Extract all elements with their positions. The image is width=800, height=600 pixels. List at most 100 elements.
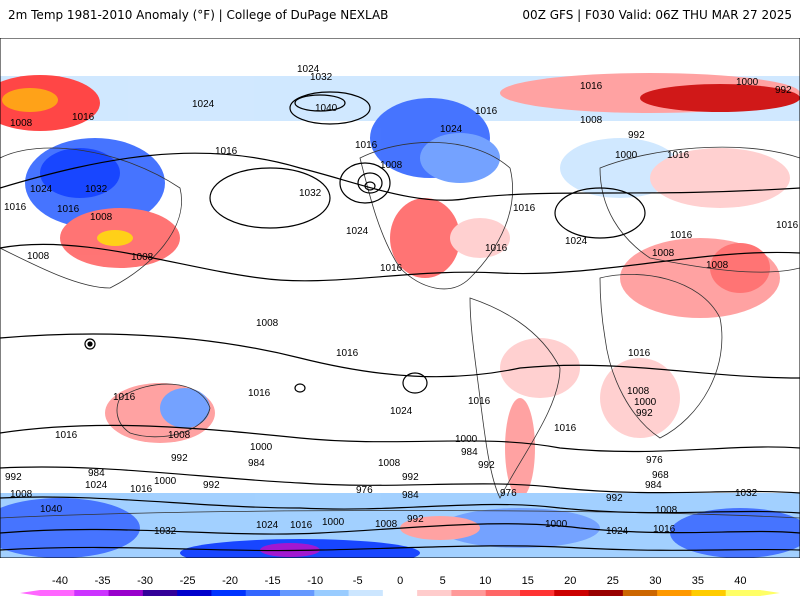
- isobar-label: 1008: [131, 252, 154, 263]
- legend-swatch: [142, 590, 178, 596]
- isobar-label: 1024: [390, 406, 413, 417]
- isobar-label: 1016: [475, 106, 498, 117]
- isobar-label: 992: [478, 460, 495, 471]
- isobar-label: 1032: [310, 72, 333, 83]
- anomaly-fill-layer: [0, 73, 800, 558]
- anomaly-map: 1024 1032 1040 1024 1016 1008 1016 1016 …: [0, 38, 800, 558]
- isobar-label: 992: [636, 408, 653, 419]
- isobar-label: 1016: [653, 524, 676, 535]
- legend-tick-label: 15: [522, 575, 534, 587]
- isobar-label: 992: [5, 472, 22, 483]
- isobar-label: 1016: [554, 423, 577, 434]
- isobar-label: 1016: [336, 348, 359, 359]
- legend-swatch: [485, 590, 521, 596]
- isobar-label: 1008: [27, 251, 50, 262]
- legend-swatch: [451, 590, 487, 596]
- legend-swatch: [382, 590, 418, 596]
- legend-tick-label: -30: [137, 575, 153, 587]
- model-run-title: 00Z GFS | F030 Valid: 06Z THU MAR 27 202…: [522, 8, 792, 22]
- isobar-label: 1000: [634, 397, 657, 408]
- legend-tick-label: -40: [52, 575, 68, 587]
- isobar-label: 1008: [168, 430, 191, 441]
- legend-swatch: [520, 590, 555, 596]
- legend-tick-label: 0: [397, 575, 403, 587]
- color-scale-legend: -40 -35 -30 -25 -20 -15 -10 -5 0 5 10 15 20 25 30 35 40: [0, 572, 800, 600]
- legend-tick-label: -10: [307, 575, 323, 587]
- legend-swatch: [74, 590, 110, 596]
- legend-swatch: [554, 590, 590, 596]
- isobar-label: 1008: [655, 505, 678, 516]
- legend-swatch: [245, 590, 281, 596]
- isobar-label: 1024: [256, 520, 279, 531]
- isobar-label: 1016: [670, 230, 693, 241]
- isobar-label: 968: [652, 470, 669, 481]
- isobar-label: 1016: [580, 81, 603, 92]
- isobar-label: 1016: [667, 150, 690, 161]
- isobar-label: 1040: [40, 504, 63, 515]
- isobar-label: 1016: [468, 396, 491, 407]
- isobar-label: 1016: [355, 140, 378, 151]
- isobar-label: 1016: [380, 263, 403, 274]
- legend-tick-label: -35: [95, 575, 111, 587]
- isobar-label: 1016: [628, 348, 651, 359]
- isobar-label: 984: [402, 490, 419, 501]
- isobar-label: 1024: [440, 124, 463, 135]
- isobar-label: 1032: [85, 184, 108, 195]
- legend-tick-label: 25: [607, 575, 619, 587]
- legend-tick-label: 20: [564, 575, 576, 587]
- isobar-label: 992: [628, 130, 645, 141]
- isobar-label: 976: [646, 455, 663, 466]
- isobar-label: 984: [248, 458, 265, 469]
- isobar-label: 984: [645, 480, 662, 491]
- isobar-label: 1000: [615, 150, 638, 161]
- legend-swatch: [177, 590, 212, 596]
- isobar-label: 1016: [57, 204, 80, 215]
- isobar-label: 1000: [736, 77, 759, 88]
- isobar-label: 1008: [375, 519, 398, 530]
- map-canvas: 1024 1032 1040 1024 1016 1008 1016 1016 …: [0, 38, 800, 558]
- isobar-label: 1024: [297, 64, 320, 75]
- isobar-label: 976: [356, 485, 373, 496]
- isobar-label: 1008: [90, 212, 113, 223]
- legend-tick-label: -15: [265, 575, 281, 587]
- isobar-label: 976: [500, 488, 517, 499]
- legend-swatch: [314, 590, 350, 596]
- isobar-label: 1016: [485, 243, 508, 254]
- legend-tick-label: 30: [649, 575, 661, 587]
- isobar-labels: 1024 1032 1040 1024 1016 1008 1016 1016 …: [4, 64, 799, 537]
- legend-tick-label: -5: [353, 575, 363, 587]
- isobar-label: 1008: [706, 260, 729, 271]
- isobar-label: 1000: [322, 517, 345, 528]
- legend-swatch: [108, 590, 144, 596]
- isobar-label: 1032: [299, 188, 322, 199]
- isobar-label: 1016: [72, 112, 95, 123]
- legend-tick-label: 35: [692, 575, 704, 587]
- isobar-label: 1008: [256, 318, 279, 329]
- isobar-label: 1016: [248, 388, 271, 399]
- isobar-layer: [0, 91, 800, 552]
- legend-swatch: [211, 590, 247, 596]
- legend-swatch: [622, 590, 658, 596]
- isobar-label: 1024: [30, 184, 53, 195]
- isobar-label: 1016: [513, 203, 536, 214]
- isobar-label: 992: [171, 453, 188, 464]
- isobar-label: 1008: [10, 489, 33, 500]
- isobar-label: 1032: [735, 488, 758, 499]
- isobar-label: 1008: [652, 248, 675, 259]
- isobar-label: 1008: [627, 386, 650, 397]
- isobar-label: 1016: [4, 202, 27, 213]
- legend-tick-label: 10: [479, 575, 491, 587]
- isobar-label: 992: [203, 480, 220, 491]
- isobar-label: 1024: [85, 480, 108, 491]
- legend-tick-label: 5: [440, 575, 446, 587]
- isobar-label: 1040: [315, 103, 338, 114]
- legend-swatch: [417, 590, 452, 596]
- isobar-label: 1024: [192, 99, 215, 110]
- legend-canvas: -40 -35 -30 -25 -20 -15 -10 -5 0 5 10 15 20 25 30 35 40: [20, 575, 780, 596]
- isobar-label: 1000: [545, 519, 568, 530]
- isobar-label: 1008: [580, 115, 603, 126]
- isobar-label: 992: [606, 493, 623, 504]
- legend-arrow-right: [760, 590, 780, 596]
- isobar-label: 1000: [250, 442, 273, 453]
- legend-swatch: [40, 590, 75, 596]
